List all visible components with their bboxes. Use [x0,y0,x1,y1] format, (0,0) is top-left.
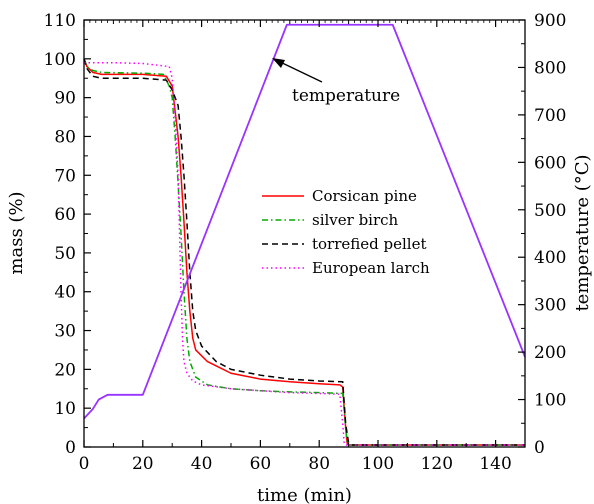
x-tick-label: 120 [421,454,453,474]
annotation-arrow-shaft [275,59,323,83]
series-line-torrefied-pellet [83,58,525,446]
legend-label: Corsican pine [312,187,417,205]
y2-tick-label: 800 [534,58,566,78]
x-tick-label: 60 [250,454,272,474]
x-tick-label: 140 [479,454,511,474]
x-tick-label: 20 [132,454,154,474]
y2-tick-label: 400 [534,248,566,268]
y-tick-label: 90 [54,89,76,109]
y-axis-ticks: 0 10 20 30 40 50 60 70 80 90 100 110 [44,11,91,458]
y2-tick-label: 300 [534,296,566,316]
y-tick-label: 30 [54,322,76,342]
legend-label: European larch [312,259,430,277]
y2-axis-title: temperature (°C) [572,154,593,311]
x-axis-ticks: 0 20 40 60 80 100 120 140 [79,20,526,474]
x-tick-label: 100 [362,454,394,474]
legend-label: torrefied pellet [312,235,427,253]
x-tick-label: 40 [191,454,213,474]
y-tick-label: 10 [54,399,76,419]
temperature-annotation: temperature [272,58,400,106]
y2-axis-ticks: 0 100 200 300 400 500 600 700 800 900 [518,11,566,458]
y-axis-title: mass (%) [6,191,27,274]
y-tick-label: 100 [44,50,76,70]
y2-tick-label: 200 [534,343,566,363]
series-line-corsican-pine [83,58,525,446]
series-line-temperature [83,23,526,420]
y2-tick-label: 0 [534,438,545,458]
legend-label: silver birch [312,211,399,229]
x-tick-label: 0 [79,454,90,474]
x-tick-label: 80 [308,454,330,474]
series-line-silver-birch [83,58,525,446]
y2-tick-label: 100 [534,391,566,411]
y-tick-label: 110 [44,11,76,31]
y2-tick-label: 900 [534,11,566,31]
series-line-european-larch [84,61,525,446]
y-tick-label: 60 [54,205,76,225]
y-tick-label: 40 [54,283,76,303]
plot-lines [83,23,526,446]
x-axis-title: time (min) [257,485,352,504]
y-tick-label: 70 [54,166,76,186]
y-tick-label: 0 [65,438,76,458]
y-tick-label: 20 [54,360,76,380]
annotation-label: temperature [292,86,400,106]
y2-tick-label: 700 [534,106,566,126]
y2-tick-label: 500 [534,201,566,221]
y2-tick-label: 600 [534,153,566,173]
y-tick-label: 50 [54,244,76,264]
y-tick-label: 80 [54,127,76,147]
annotation-arrowhead [272,58,285,68]
legend: Corsican pine silver birch torrefied pelle… [262,187,430,277]
